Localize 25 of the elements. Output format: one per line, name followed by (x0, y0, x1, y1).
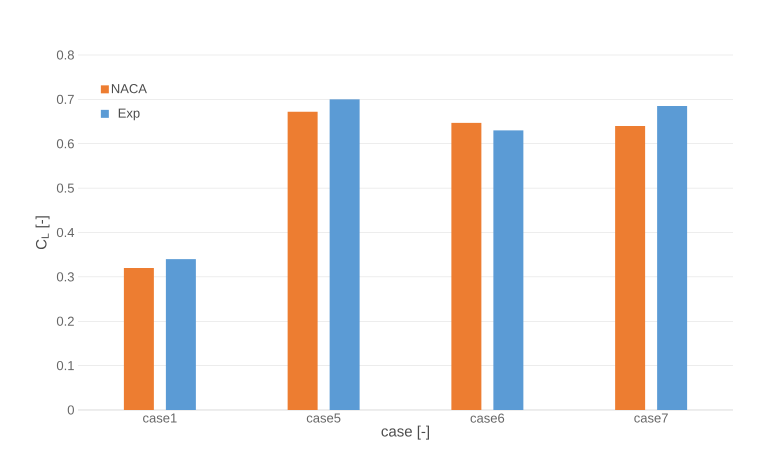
bar (451, 122, 482, 410)
y-tick-label: 0.2 (56, 316, 74, 326)
y-tick-label: 0.7 (56, 94, 74, 104)
y-axis-title: C$_{L}$ [-] (36, 216, 50, 250)
bar (166, 259, 196, 410)
y-tick-label: 0.8 (56, 50, 74, 60)
legend-label: NACA (112, 84, 147, 94)
y-tick-label: 0 (68, 405, 74, 415)
bar (657, 106, 688, 410)
x-tick-label: case7 (634, 414, 668, 423)
y-tick-label: 0.3 (56, 272, 74, 282)
bar (124, 268, 154, 410)
y-tick-label: 0.6 (56, 139, 74, 148)
bar (493, 130, 524, 410)
y-tick-label: 0.1 (56, 361, 74, 370)
legend-label: Exp (118, 108, 140, 120)
y-tick-label: 0.4 (56, 228, 74, 238)
x-axis-title: case [-] (382, 426, 429, 440)
x-tick-label: case1 (143, 414, 177, 423)
x-tick-label: case5 (306, 414, 340, 423)
bar (330, 99, 360, 410)
x-tick-label: case6 (470, 414, 504, 423)
bar (288, 112, 318, 410)
y-tick-label: 0.5 (56, 184, 74, 193)
bar (615, 126, 646, 410)
